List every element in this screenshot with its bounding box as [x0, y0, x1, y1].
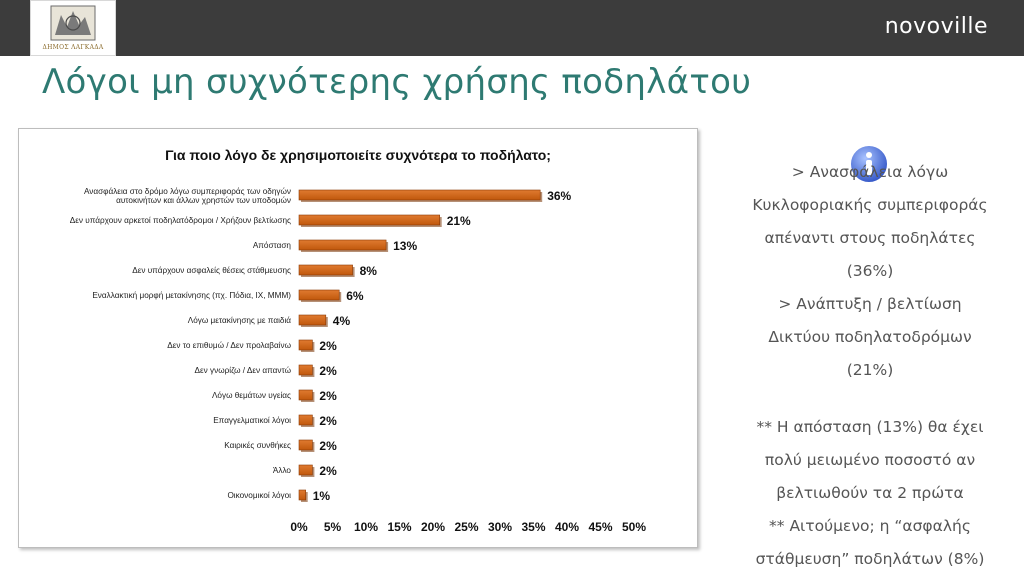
bar [298, 314, 327, 326]
category-label: Ανασφάλεια στο δρόμο λόγω συμπεριφοράς τ… [84, 187, 291, 205]
value-label: 2% [319, 414, 337, 428]
brand-wordmark: novoville [884, 14, 988, 39]
bar-chart: Για ποιο λόγο δε χρησιμοποιείτε συχνότερ… [70, 147, 647, 534]
x-tick-label: 35% [521, 520, 545, 534]
value-label: 36% [547, 189, 571, 203]
value-label: 2% [319, 464, 337, 478]
x-tick-label: 45% [588, 520, 612, 534]
value-label: 1% [313, 489, 331, 503]
note-line: βελτιωθούν τα 2 πρώτα [776, 484, 964, 502]
bar [298, 289, 340, 301]
bar [298, 214, 440, 226]
bar [298, 389, 313, 401]
chart-frame: Για ποιο λόγο δε χρησιμοποιείτε συχνότερ… [18, 128, 698, 548]
x-tick-label: 50% [622, 520, 646, 534]
category-label: Επαγγελματικοί λόγοι [213, 416, 291, 425]
bar [298, 489, 306, 501]
category-label: Άλλο [273, 466, 292, 475]
note-line: ** Αιτούμενο; η “ασφαλής [769, 517, 971, 535]
top-bar: ΔΗΜΟΣ ΛΑΓΚΑΔΑ novoville [0, 0, 1024, 56]
x-tick-label: 30% [488, 520, 512, 534]
notes-spacer [720, 387, 1020, 411]
note-line: πολύ μειωμένο ποσοστό αν [764, 451, 976, 469]
note-line: (21%) [846, 361, 894, 379]
bar [298, 414, 313, 426]
value-label: 2% [319, 364, 337, 378]
value-label: 21% [447, 214, 471, 228]
category-label: Οικονομικοί λόγοι [227, 491, 291, 500]
category-label: Λόγω μετακίνησης με παιδιά [188, 316, 291, 325]
category-label: Δεν γνωρίζω / Δεν απαντώ [195, 366, 292, 375]
category-label: Καιρικές συνθήκες [224, 441, 291, 450]
note-line: Δικτύου ποδηλατοδρόμων [768, 328, 972, 346]
bar [298, 264, 353, 276]
category-label: Δεν υπάρχουν αρκετοί ποδηλατόδρομοι / Χρ… [70, 216, 291, 225]
value-label: 2% [319, 339, 337, 353]
category-label: Δεν το επιθυμώ / Δεν προλαβαίνω [167, 341, 291, 350]
note-line: > Ανάπτυξη / βελτίωση [778, 295, 962, 313]
x-tick-label: 15% [387, 520, 411, 534]
bar [298, 339, 313, 351]
note-line: (36%) [846, 262, 894, 280]
municipality-logo: ΔΗΜΟΣ ΛΑΓΚΑΔΑ [30, 0, 116, 56]
bar [298, 189, 541, 201]
note-line: > Ανασφάλεια λόγω [791, 163, 949, 181]
logo-caption: ΔΗΜΟΣ ΛΑΓΚΑΔΑ [42, 44, 104, 51]
value-label: 4% [333, 314, 351, 328]
bar [298, 239, 387, 251]
note-line: ** Η απόσταση (13%) θα έχει [756, 418, 984, 436]
bar [298, 464, 313, 476]
x-tick-label: 40% [555, 520, 579, 534]
x-tick-label: 20% [421, 520, 445, 534]
category-label: Απόσταση [253, 241, 292, 250]
notes-panel: > Ανασφάλεια λόγω Κυκλοφοριακής συμπεριφο… [720, 156, 1020, 576]
value-label: 6% [346, 289, 364, 303]
value-label: 2% [319, 389, 337, 403]
slide-title: Λόγοι μη συχνότερης χρήσης ποδηλάτου [42, 62, 752, 102]
x-tick-label: 0% [290, 520, 308, 534]
note-line: στάθμευση” ποδηλάτων (8%) [755, 550, 985, 568]
bar [298, 439, 313, 451]
value-label: 8% [360, 264, 378, 278]
note-line: Κυκλοφοριακής συμπεριφοράς [752, 196, 988, 214]
category-label: Δεν υπάρχουν ασφαλείς θέσεις στάθμευσης [132, 266, 291, 275]
x-tick-label: 25% [454, 520, 478, 534]
info-icon [849, 144, 889, 184]
bar [298, 364, 313, 376]
x-tick-label: 10% [354, 520, 378, 534]
notes-group-comments: ** Η απόσταση (13%) θα έχει πολύ μειωμένο… [720, 411, 1020, 576]
category-label: Εναλλακτική μορφή μετακίνησης (πχ. Πόδια… [92, 291, 291, 300]
category-label: Λόγω θεμάτων υγείας [212, 391, 291, 400]
chart-title: Για ποιο λόγο δε χρησιμοποιείτε συχνότερ… [165, 147, 551, 163]
notes-group-main-reasons: > Ανασφάλεια λόγω Κυκλοφοριακής συμπεριφο… [720, 156, 1020, 387]
logo-emblem-icon [50, 5, 96, 41]
value-label: 2% [319, 439, 337, 453]
x-tick-label: 5% [324, 520, 342, 534]
note-line: απέναντι στους ποδηλάτες [764, 229, 976, 247]
value-label: 13% [393, 239, 417, 253]
